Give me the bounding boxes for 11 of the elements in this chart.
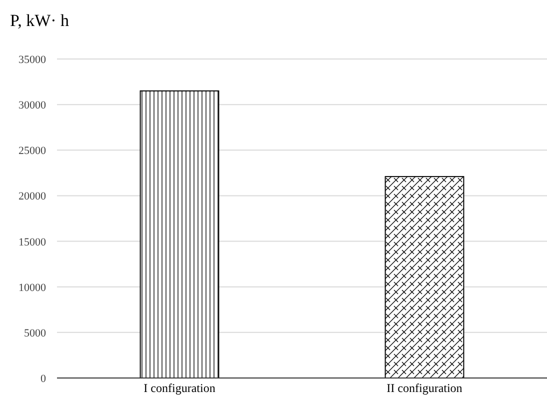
y-tick-label: 20000: [18, 190, 46, 203]
y-tick-label: 15000: [18, 236, 46, 248]
y-tick-label: 30000: [18, 100, 46, 112]
y-axis-title: P, kW· h: [10, 11, 70, 30]
y-tick-label: 5000: [24, 327, 46, 340]
x-tick-label: II configuration: [386, 381, 462, 395]
x-tick-label: I configuration: [144, 381, 216, 395]
y-tick-label: 0: [40, 373, 46, 385]
y-tick-label: 10000: [18, 282, 46, 294]
y-tick-label: 25000: [18, 145, 46, 158]
y-tick-label: 35000: [18, 54, 46, 66]
